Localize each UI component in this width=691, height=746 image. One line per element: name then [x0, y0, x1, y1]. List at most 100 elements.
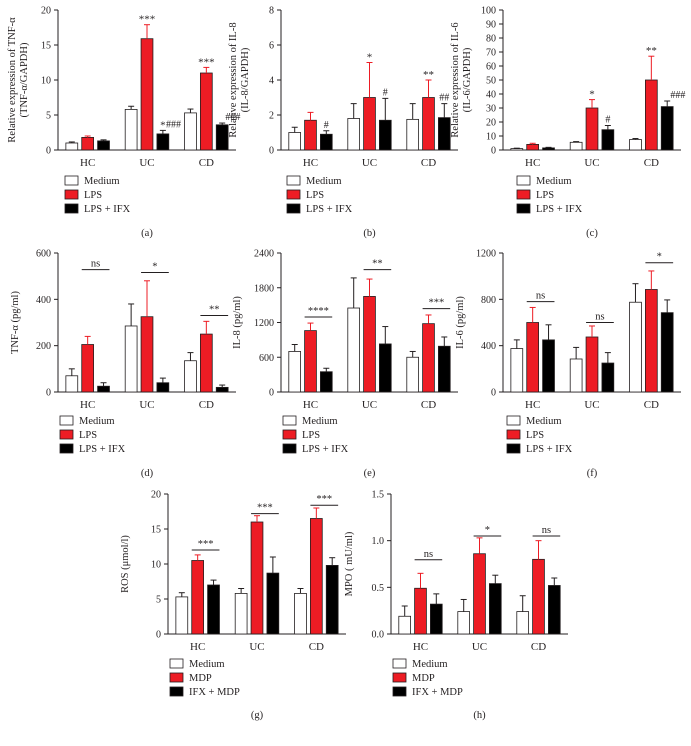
bar [140, 316, 154, 393]
y-axis-label-line: Relative expression of TNF-α [7, 17, 18, 143]
legend-swatch [392, 686, 407, 697]
bar [422, 97, 435, 151]
y-tick-label: 0 [491, 388, 496, 399]
bar [191, 560, 205, 635]
bar [569, 141, 583, 151]
bar [542, 339, 555, 393]
legend-label: LPS [306, 190, 324, 201]
chart-panel: 0 5 10 15 20 ROS (μmol/l) HC UC CD *** *** *** Mediu… [120, 490, 346, 721]
x-category-label: HC [80, 399, 95, 411]
y-tick-label: 0 [491, 146, 496, 157]
x-category-label: CD [199, 399, 214, 411]
significance-mark: # [605, 115, 610, 126]
bar [215, 386, 229, 393]
legend-swatch [506, 429, 521, 440]
legend-label: Medium [84, 176, 120, 187]
legend-swatch [392, 658, 407, 669]
y-axis-label-line: (TNF-α/GAPDH) [19, 42, 30, 117]
legend-label: MDP [189, 673, 212, 684]
y-tick-label: 70 [486, 48, 496, 59]
y-axis-label-line: Relative expression of IL-6 [450, 22, 461, 137]
legend-swatch [282, 415, 297, 426]
legend-swatch [286, 189, 301, 200]
y-tick-label: 1800 [254, 283, 274, 294]
y-tick-label: 1.5 [372, 490, 385, 501]
panel-label: (e) [364, 468, 376, 479]
y-axis-label-line: ROS (μmol/l) [120, 535, 131, 593]
legend-swatch [169, 686, 184, 697]
legend-label: Medium [526, 416, 562, 427]
y-tick-label: 400 [36, 295, 51, 306]
y-tick-label: 0 [269, 146, 274, 157]
chart-panel: 0 2 4 6 8 Relative expression of IL-8(IL-8/GA… [228, 6, 458, 239]
y-axis-label: IL-6 (pg/ml) [455, 296, 466, 349]
panel-label: (a) [141, 228, 153, 239]
y-tick-label: 200 [36, 341, 51, 352]
y-tick-label: 0 [46, 146, 51, 157]
x-category-label: HC [525, 157, 540, 169]
chart-panel: 0 10 20 30 40 50 60 70 80 90 100 Relative expressio… [450, 6, 685, 240]
bar [319, 133, 333, 151]
significance-label: * [657, 252, 662, 263]
y-tick-label: 20 [41, 6, 51, 17]
y-tick-label: 10 [486, 132, 496, 143]
significance-label: ns [536, 291, 545, 302]
legend-label: LPS + IFX [526, 444, 573, 455]
significance-label: ns [542, 525, 551, 536]
legend-swatch [286, 175, 301, 186]
y-tick-label: 400 [481, 341, 496, 352]
y-axis-label-line: Relative expression of IL-8 [228, 22, 239, 137]
bar [215, 124, 229, 151]
y-tick-label: 0 [269, 388, 274, 399]
significance-mark: ### [670, 90, 685, 101]
bar [199, 72, 213, 151]
y-tick-label: 10 [151, 560, 161, 571]
bar [288, 132, 301, 151]
y-axis-label: IL-8 (pg/ml) [232, 296, 243, 349]
bar [516, 611, 529, 635]
legend-label: IFX + MDP [412, 687, 463, 698]
legend-label: LPS [79, 430, 97, 441]
bar [398, 615, 411, 635]
bar [175, 596, 189, 635]
x-category-label: HC [303, 399, 318, 411]
chart-panel: 0 400 800 1200 IL-6 (pg/ml) HC UC CD ns ns * Medium… [455, 249, 681, 479]
bar [199, 333, 213, 393]
x-category-label: CD [199, 157, 214, 169]
significance-label: ns [595, 312, 604, 323]
significance-label: **** [308, 306, 329, 317]
significance-label: *** [257, 503, 273, 514]
legend-label: LPS [84, 190, 102, 201]
bar [629, 139, 642, 151]
significance-mark: * [160, 119, 166, 131]
legend-label: Medium [536, 176, 572, 187]
x-category-label: CD [309, 641, 324, 653]
x-category-label: UC [584, 399, 599, 411]
legend-label: Medium [412, 659, 448, 670]
significance-mark: # [383, 87, 388, 98]
bar [347, 118, 360, 151]
legend-swatch [516, 175, 531, 186]
bar [266, 572, 280, 635]
bar [234, 593, 248, 635]
bar [585, 107, 599, 151]
bar [473, 553, 486, 635]
x-category-label: HC [413, 641, 428, 653]
y-tick-label: 5 [156, 595, 161, 606]
y-axis-label: TNF-α (pg/ml) [10, 291, 21, 354]
x-category-label: UC [249, 641, 264, 653]
legend-swatch [59, 429, 74, 440]
bar [184, 360, 197, 393]
y-tick-label: 90 [486, 20, 496, 31]
y-axis-label: Relative expression of IL-8(IL-8/GAPDH) [228, 22, 251, 137]
y-tick-label: 0.5 [372, 583, 385, 594]
legend-swatch [516, 203, 531, 214]
legend-swatch [282, 443, 297, 454]
legend-label: Medium [189, 659, 225, 670]
bar [184, 112, 197, 151]
significance-mark: * [589, 89, 595, 101]
y-tick-label: 0 [156, 630, 161, 641]
significance-label: * [485, 525, 490, 536]
bar [645, 79, 658, 151]
